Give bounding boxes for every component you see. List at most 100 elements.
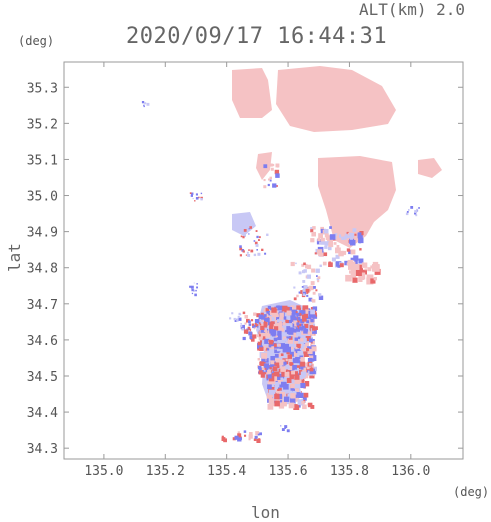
- echo-pixel: [264, 252, 267, 255]
- echo-pixel: [240, 325, 243, 328]
- echo-pixel: [301, 310, 306, 315]
- echo-pixel: [322, 261, 327, 266]
- echo-pixel: [303, 262, 306, 266]
- echo-pixel: [284, 396, 290, 402]
- echo-pixel: [277, 353, 282, 357]
- echo-pixel: [249, 432, 253, 436]
- echo-pixel: [414, 212, 417, 215]
- echo-pixel: [300, 361, 306, 367]
- echo-pixel: [341, 240, 346, 244]
- echo-pixel: [366, 274, 374, 282]
- echo-pixel: [301, 263, 305, 267]
- echo-pixel: [348, 261, 356, 269]
- echo-pixel: [278, 359, 285, 366]
- echo-pixel: [311, 315, 315, 318]
- echo-pixel: [295, 347, 298, 350]
- echo-pixel: [276, 330, 282, 336]
- echo-pixel: [266, 333, 270, 338]
- echo-pixel: [277, 376, 281, 380]
- echo-pixel: [279, 400, 283, 403]
- echo-pixel: [315, 289, 318, 292]
- echo-pixel: [258, 438, 261, 441]
- echo-pixel: [295, 388, 299, 393]
- echo-pixel: [297, 320, 300, 323]
- echo-pixel: [351, 250, 355, 254]
- lon-tick-label: 136.0: [391, 464, 430, 479]
- echo-pixel: [297, 317, 301, 320]
- echo-pixel: [229, 317, 232, 320]
- echo-pixel: [305, 336, 311, 342]
- echo-pixel: [302, 293, 306, 296]
- echo-pixel: [281, 381, 287, 388]
- echo-pixel: [194, 200, 196, 202]
- echo-pixel: [259, 361, 265, 367]
- echo-pixel: [295, 398, 300, 402]
- echo-pixel: [277, 390, 281, 394]
- echo-pixel: [238, 312, 241, 316]
- echo-pixel: [252, 324, 256, 329]
- echo-pixel: [273, 343, 277, 348]
- echo-pixel: [289, 374, 294, 380]
- echo-pixel: [274, 393, 280, 400]
- echo-pixel: [372, 264, 380, 272]
- echo-pixel: [370, 278, 376, 284]
- echo-pixel: [345, 233, 350, 239]
- echo-pixel: [309, 285, 314, 291]
- echo-pixel: [289, 362, 294, 367]
- echo-pixel: [144, 102, 147, 105]
- echo-pixel: [310, 355, 317, 361]
- echo-pixel: [191, 288, 194, 292]
- echo-pixel: [269, 340, 273, 345]
- echo-pixel: [352, 228, 357, 232]
- echo-pixel: [260, 312, 264, 316]
- echo-pixel: [325, 235, 331, 241]
- echo-pixel: [248, 320, 251, 324]
- echo-pixel: [261, 315, 266, 320]
- echo-pixel: [277, 347, 281, 352]
- echo-pixel: [305, 288, 310, 293]
- echo-pixel: [297, 351, 304, 357]
- echo-pixel: [243, 233, 246, 237]
- echo-pixel: [358, 241, 362, 244]
- echo-pixel: [290, 316, 297, 322]
- echo-pixel: [301, 401, 305, 405]
- echo-pixel: [309, 338, 313, 343]
- echo-pixel: [285, 329, 288, 333]
- echo-pixel: [284, 427, 286, 429]
- echo-pixel: [296, 305, 301, 310]
- echo-pixel: [346, 262, 350, 266]
- echo-pixel: [311, 326, 316, 331]
- echo-pixel: [245, 254, 247, 256]
- echo-pixel: [266, 365, 271, 370]
- echo-pixel: [309, 355, 314, 360]
- lat-tick-label: 34.7: [27, 298, 58, 313]
- echo-pixel: [288, 338, 294, 344]
- echo-pixel: [306, 364, 312, 370]
- echo-pixel: [296, 322, 300, 326]
- echo-pixel: [349, 232, 355, 238]
- echo-pixel: [189, 192, 192, 194]
- echo-pixel: [320, 237, 325, 242]
- echo-pixel: [285, 319, 289, 324]
- echo-pixel: [279, 316, 284, 320]
- echo-pixel: [294, 318, 298, 321]
- echo-pixel: [317, 237, 321, 242]
- echo-pixel: [310, 229, 314, 233]
- echo-pixel: [250, 249, 254, 253]
- echo-pixel: [253, 312, 257, 316]
- echo-pixel: [323, 252, 328, 256]
- echo-pixel: [305, 309, 311, 315]
- echo-pixel: [278, 320, 282, 324]
- echo-pixel: [190, 285, 194, 289]
- echo-pixel: [191, 192, 194, 195]
- echo-pixel: [251, 338, 255, 342]
- echo-pixel: [310, 344, 312, 347]
- echo-pixel: [271, 385, 277, 391]
- echo-pixel: [267, 348, 270, 351]
- echo-pixel: [259, 346, 264, 351]
- echo-pixel: [263, 309, 267, 312]
- echo-pixel: [315, 268, 320, 273]
- echo-pixel: [296, 379, 302, 384]
- echo-pixel: [301, 337, 307, 343]
- echo-pixel: [284, 425, 288, 429]
